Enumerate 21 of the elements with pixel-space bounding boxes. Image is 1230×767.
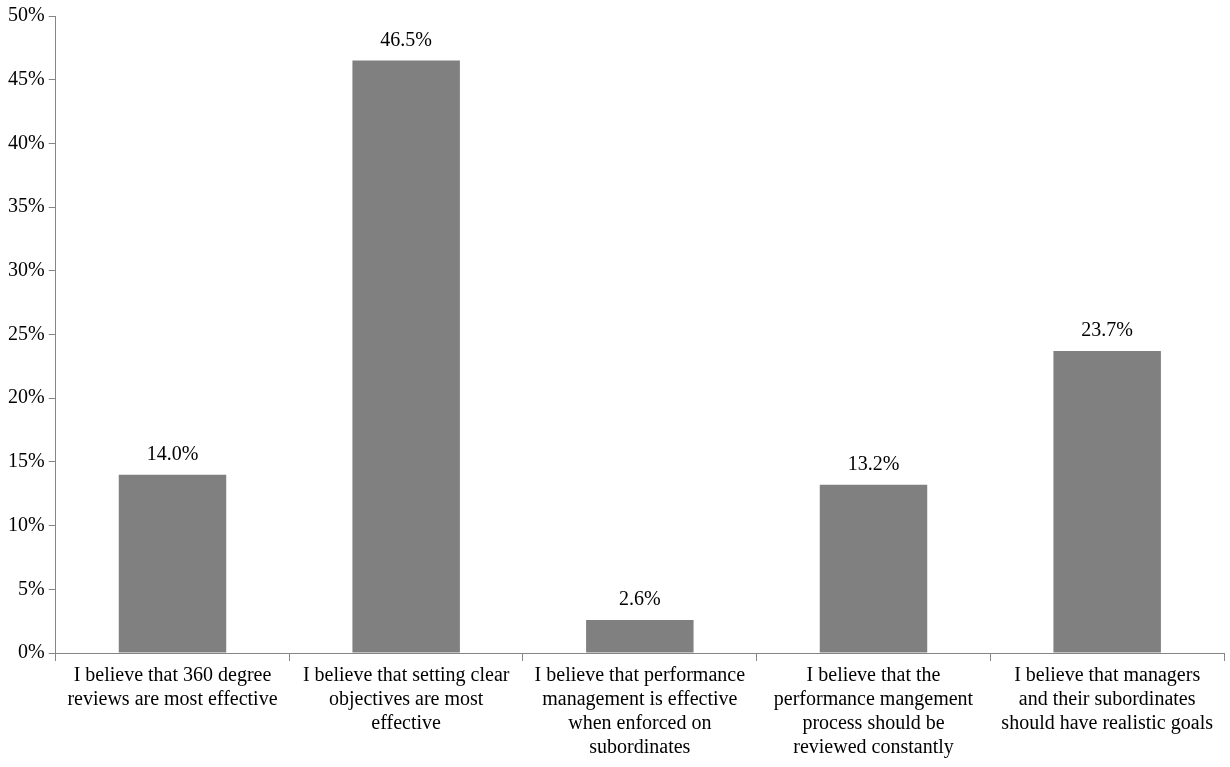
- x-tick-label: I believe that performance management is effective when enforced on subordinates: [534, 663, 746, 758]
- y-tick-label: 50%: [7, 3, 45, 26]
- data-label: 13.2%: [847, 452, 900, 475]
- y-tick-label: 35%: [7, 194, 45, 217]
- y-tick-label: 30%: [7, 258, 45, 281]
- data-label: 46.5%: [380, 27, 432, 50]
- y-tick-label: 40%: [7, 130, 45, 153]
- y-tick-label: 10%: [7, 512, 45, 535]
- x-tick-label: I believe that managers and their subordinates should have realistic goals: [1001, 663, 1214, 735]
- x-tick-label: I believe that the performance mangement process should be reviewed constantly: [773, 663, 974, 759]
- data-label: 23.7%: [1081, 318, 1133, 341]
- data-label: 14.0%: [146, 441, 199, 464]
- y-tick-label: 5%: [17, 576, 45, 599]
- data-label: 2.6%: [618, 587, 661, 610]
- x-tick-label: I believe that setting clear objectives are most effective: [302, 663, 510, 734]
- y-tick-label: 15%: [7, 449, 45, 472]
- y-tick-label: 0%: [17, 640, 45, 663]
- y-tick-label: 45%: [7, 66, 45, 89]
- y-tick-label: 20%: [7, 385, 45, 408]
- y-tick-label: 25%: [7, 321, 45, 344]
- x-tick-label: I believe that 360 degree reviews are most effective: [67, 663, 278, 710]
